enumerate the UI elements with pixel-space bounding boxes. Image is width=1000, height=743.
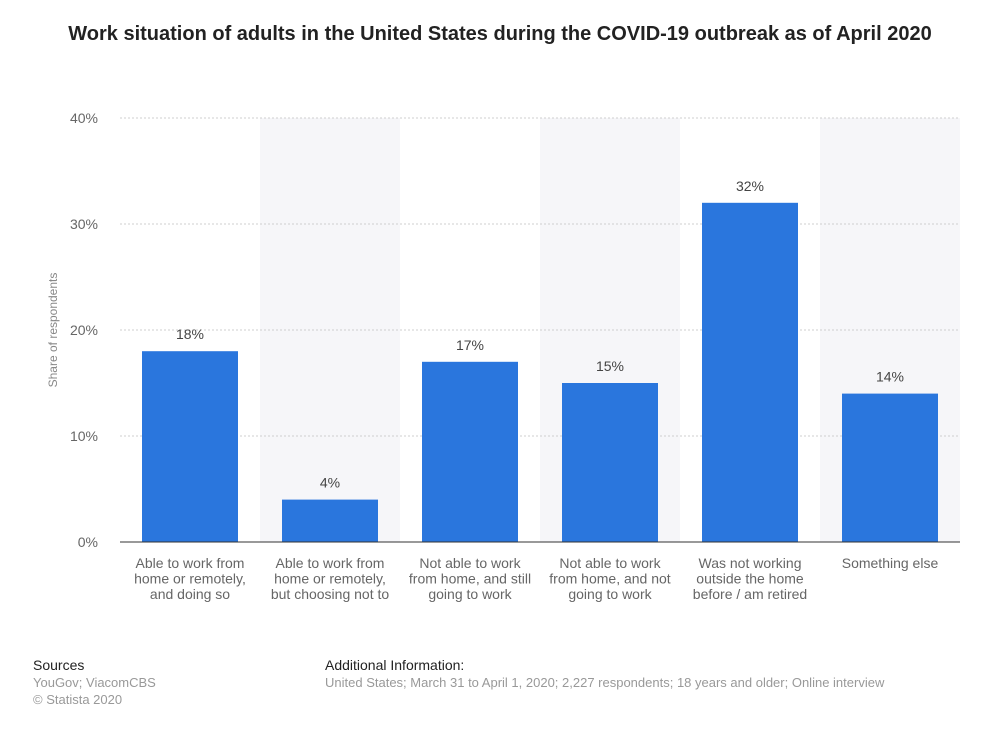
bar bbox=[842, 393, 938, 542]
x-category-label: outside the home bbox=[696, 571, 804, 587]
x-category-label: Was not working bbox=[699, 555, 802, 571]
x-category-label: Something else bbox=[842, 555, 939, 571]
y-axis-title: Share of respondents bbox=[46, 273, 60, 388]
x-category-label: but choosing not to bbox=[271, 586, 390, 602]
x-category-label: from home, and still bbox=[409, 571, 531, 587]
bar bbox=[142, 351, 238, 542]
data-label: 15% bbox=[596, 358, 624, 374]
sources-heading: Sources bbox=[33, 657, 85, 673]
y-tick-label: 30% bbox=[70, 216, 98, 232]
bar bbox=[562, 383, 658, 542]
bar bbox=[422, 361, 518, 542]
bar bbox=[282, 499, 378, 542]
y-tick-label: 0% bbox=[78, 534, 98, 550]
x-category-label: going to work bbox=[428, 586, 512, 602]
x-category-label: home or remotely, bbox=[274, 571, 386, 587]
x-category-label: from home, and not bbox=[549, 571, 671, 587]
sources-line-1: YouGov; ViacomCBS bbox=[33, 675, 156, 690]
bar bbox=[702, 202, 798, 543]
x-category-label: Able to work from bbox=[276, 555, 385, 571]
bar-chart: 0% 10% 20% 30% 40% Share of respondents 18% Abl… bbox=[46, 110, 960, 602]
chart-title: Work situation of adults in the United S… bbox=[68, 23, 932, 45]
additional-info-block: Additional Information: United States; M… bbox=[325, 657, 884, 691]
data-label: 4% bbox=[320, 475, 340, 491]
sources-line-2: © Statista 2020 bbox=[33, 692, 123, 707]
x-category-label: going to work bbox=[568, 586, 652, 602]
additional-info-text: United States; March 31 to April 1, 2020… bbox=[325, 675, 885, 690]
y-tick-label: 10% bbox=[70, 428, 98, 444]
x-category-label: before / am retired bbox=[693, 586, 807, 602]
data-label: 14% bbox=[876, 369, 904, 385]
x-category-label: home or remotely, bbox=[134, 571, 246, 587]
x-category-label: Not able to work bbox=[419, 555, 521, 571]
data-label: 18% bbox=[176, 326, 204, 342]
x-category-label: Not able to work bbox=[559, 555, 661, 571]
x-category-label: and doing so bbox=[150, 586, 230, 602]
data-label: 32% bbox=[736, 178, 764, 194]
additional-info-heading: Additional Information: bbox=[325, 657, 465, 673]
sources-block: Sources YouGov; ViacomCBS © Statista 202… bbox=[33, 657, 156, 708]
y-tick-label: 40% bbox=[70, 110, 98, 126]
y-tick-label: 20% bbox=[70, 322, 98, 338]
data-label: 17% bbox=[456, 337, 484, 353]
x-category-label: Able to work from bbox=[136, 555, 245, 571]
